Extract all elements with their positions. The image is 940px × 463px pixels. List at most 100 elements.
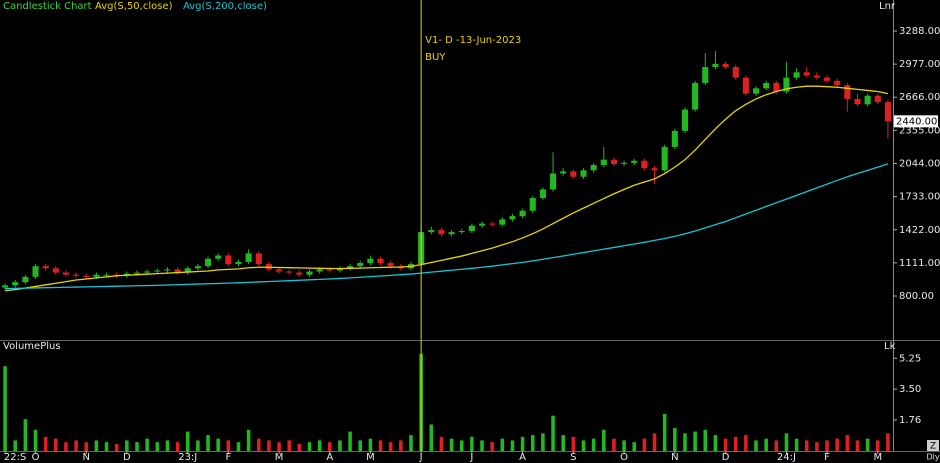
y-tick-label: 2044.00 — [899, 159, 940, 170]
volume-bar — [835, 438, 839, 451]
volume-bar — [185, 431, 190, 451]
volume-bar — [399, 440, 403, 451]
zoom-label[interactable]: Z — [930, 442, 936, 452]
candle-body — [32, 266, 39, 277]
volume-bar — [622, 440, 626, 451]
x-tick-label: F — [824, 452, 830, 463]
candle-body — [681, 109, 689, 131]
x-tick-label: D — [722, 452, 730, 463]
volume-bar — [256, 438, 261, 451]
annotation-text: V1- D -13-Jun-2023 — [425, 35, 521, 46]
candle-body — [174, 269, 181, 273]
volume-bar — [744, 435, 748, 451]
candle-body — [448, 232, 455, 235]
candle-body — [773, 82, 780, 92]
candle-body — [722, 63, 729, 67]
y-tick-label: 1422.00 — [899, 225, 940, 236]
x-tick-label: M — [275, 452, 284, 463]
x-tick-label: O — [620, 452, 628, 463]
x-tick-label: N — [83, 452, 90, 463]
candle-body — [621, 162, 628, 164]
volume-bar — [236, 442, 241, 451]
volume-bar — [64, 442, 68, 451]
volume-bar — [470, 436, 474, 451]
x-tick-label: 24:J — [777, 452, 796, 463]
candle-body — [336, 268, 343, 271]
legend-ma50: Avg(S,50,close) — [95, 1, 173, 12]
legend-ma200: Avg(S,200,close) — [183, 1, 267, 12]
scale-label: Lnr — [879, 1, 896, 12]
volume-title: VolumePlus — [3, 341, 61, 352]
candle-body — [539, 189, 546, 199]
candle-body — [570, 171, 577, 177]
zoom-button[interactable] — [927, 440, 939, 451]
x-tick-label: J — [419, 452, 423, 463]
y-tick-label: 3288.00 — [899, 26, 940, 37]
volume-bar — [794, 438, 799, 451]
volume-bar — [642, 438, 647, 451]
volume-bar — [561, 435, 565, 451]
volume-bar — [297, 443, 302, 451]
candle-body — [103, 274, 110, 276]
volume-bar — [815, 442, 819, 451]
candle-body — [783, 77, 790, 92]
candle-body — [732, 66, 739, 78]
candle-body — [823, 77, 831, 81]
volume-bar — [155, 442, 160, 451]
volume-bar — [886, 433, 890, 451]
candle-body — [641, 160, 648, 169]
volume-bar — [348, 431, 352, 451]
candle-body — [752, 88, 760, 94]
candle-body — [22, 276, 29, 283]
candle-body — [763, 82, 770, 89]
period-label[interactable]: Dly — [926, 453, 939, 462]
volume-bar — [368, 438, 373, 451]
candle-body — [144, 271, 151, 273]
candle-body — [580, 170, 587, 177]
volume-bar — [662, 413, 667, 451]
volume-bar — [459, 440, 464, 451]
volume-bar — [865, 438, 870, 451]
volume-bar — [571, 436, 576, 451]
candle-body — [884, 102, 891, 122]
volume-bar — [530, 435, 535, 451]
volume-bar — [825, 440, 829, 451]
candle-body — [326, 269, 333, 271]
candle-body — [184, 268, 191, 273]
volume-bar — [13, 440, 17, 451]
candle-body — [793, 72, 800, 78]
candle-body — [296, 272, 303, 275]
volume-bar — [774, 440, 779, 451]
candle-body — [215, 255, 222, 259]
x-tick-label: M — [366, 452, 375, 463]
candle-body — [357, 262, 364, 267]
volume-bar — [277, 442, 281, 451]
volume-bar — [84, 442, 89, 451]
candle-body — [844, 85, 851, 99]
volume-bar — [104, 442, 109, 451]
candle-body — [834, 80, 841, 86]
volume-bar — [378, 440, 383, 451]
candle-body — [133, 272, 141, 274]
volume-bar — [328, 442, 332, 451]
volume-bar — [693, 431, 697, 451]
x-tick-label: N — [671, 452, 678, 463]
candle-body — [235, 261, 242, 265]
price-marker-box — [894, 115, 938, 128]
volume-bar — [267, 440, 271, 451]
x-tick-label: M — [873, 452, 882, 463]
volume-bar — [723, 438, 728, 451]
candle-body — [712, 63, 719, 67]
candle-body — [347, 266, 354, 269]
candle-body — [93, 274, 100, 277]
x-tick-label: F — [225, 452, 231, 463]
volume-bar — [754, 440, 758, 451]
y-tick-label: 800.00 — [899, 291, 934, 302]
volume-bar — [317, 440, 322, 451]
candle-body — [489, 223, 496, 225]
candle-body — [154, 270, 161, 272]
volume-bar — [612, 438, 616, 451]
candle-body — [306, 271, 313, 275]
volume-bar — [33, 429, 38, 451]
